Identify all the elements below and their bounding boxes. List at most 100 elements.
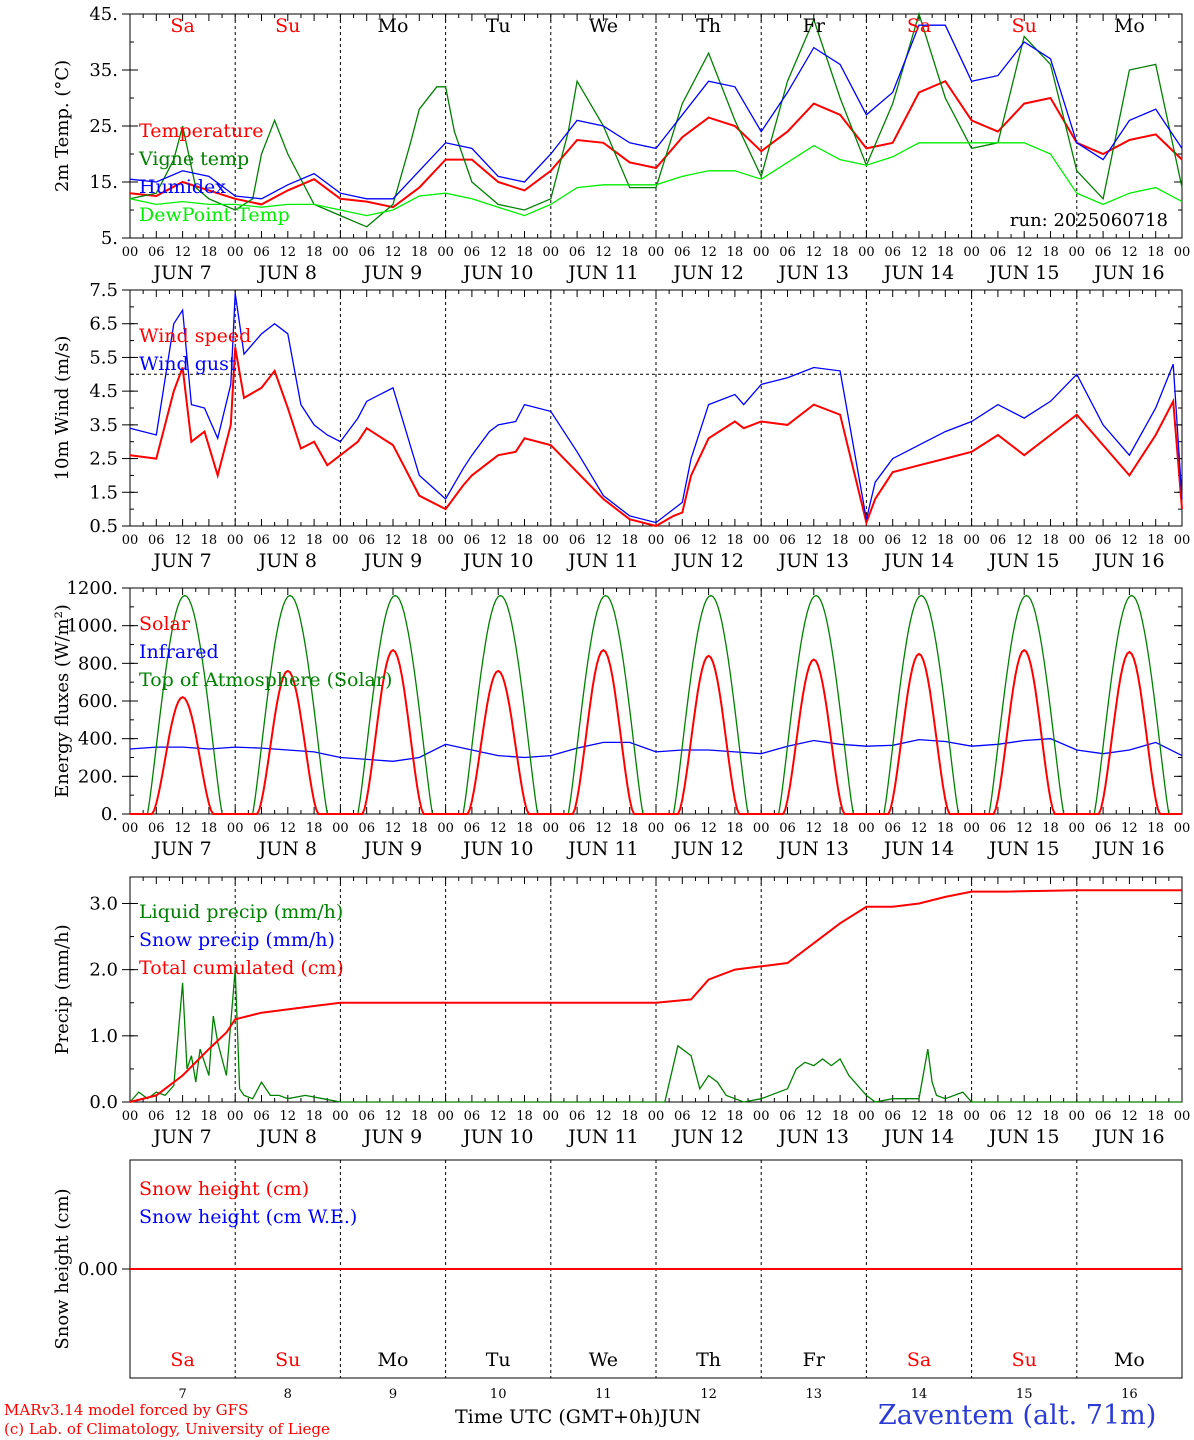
date-label: JUN 15: [987, 550, 1059, 572]
hour-tick-label: 00: [858, 821, 875, 836]
date-label: JUN 11: [566, 1126, 638, 1148]
hour-tick-label: 18: [621, 245, 638, 260]
panel-1-y-tick-label: 45.: [89, 4, 118, 25]
weekday-label-bottom: Mo: [378, 1349, 409, 1371]
panel-1-y-axis-label: 2m Temp. (°C): [52, 60, 73, 192]
hour-tick-label: 12: [280, 1109, 297, 1124]
hour-tick-label: 12: [1016, 245, 1033, 260]
weekday-label-bottom: Su: [1012, 1349, 1037, 1371]
hour-tick-label: 12: [700, 245, 717, 260]
date-label: JUN 10: [461, 550, 533, 572]
hour-tick-label: 12: [490, 533, 507, 548]
panel-1-legend-dewpoint-temp: DewPoint Temp: [139, 204, 290, 226]
hour-tick-label: 06: [990, 821, 1007, 836]
hour-tick-label: 12: [174, 821, 191, 836]
panel-3-series-solar: [130, 648, 1182, 815]
model-credit: MARv3.14 model forced by GFS: [4, 1401, 249, 1419]
hour-tick-label: 18: [1042, 821, 1059, 836]
hour-tick-label: 00: [753, 245, 770, 260]
date-label: JUN 9: [362, 550, 422, 572]
hour-tick-label: 00: [1069, 821, 1086, 836]
hour-tick-label: 00: [1174, 245, 1191, 260]
hour-tick-label: 18: [201, 245, 218, 260]
weekday-label-top: Th: [696, 15, 721, 37]
hour-tick-label: 06: [569, 245, 586, 260]
hour-tick-label: 12: [174, 245, 191, 260]
panel-1-series-humidex: [129, 24, 1183, 200]
panel-2-y-tick-label: 0.5: [89, 516, 118, 537]
hour-tick-label: 06: [779, 1109, 796, 1124]
hour-tick-label: 18: [727, 821, 744, 836]
hour-tick-label: 06: [148, 245, 165, 260]
hour-tick-label: 06: [990, 533, 1007, 548]
panel-4-series-liquid-precip-mm-h-: [129, 969, 1182, 1103]
hour-tick-label: 00: [227, 821, 244, 836]
hour-tick-label: 18: [621, 1109, 638, 1124]
day-number-label: 14: [911, 1387, 928, 1402]
hour-tick-label: 00: [1174, 533, 1191, 548]
panel-3-y-tick-label: 800.: [78, 653, 118, 674]
hour-tick-label: 18: [306, 245, 323, 260]
date-label: JUN 16: [1092, 262, 1164, 284]
date-label: JUN 7: [151, 550, 211, 572]
hour-tick-label: 18: [832, 245, 849, 260]
hour-tick-label: 00: [543, 1109, 560, 1124]
hour-tick-label: 06: [253, 245, 270, 260]
hour-tick-label: 06: [1095, 533, 1112, 548]
hour-tick-label: 12: [1121, 245, 1138, 260]
hour-tick-label: 06: [464, 533, 481, 548]
hour-tick-label: 12: [1121, 821, 1138, 836]
day-number-label: 7: [178, 1387, 186, 1402]
panel-3-y-tick-label: 0.: [101, 804, 118, 825]
hour-tick-label: 18: [832, 821, 849, 836]
hour-tick-label: 18: [937, 533, 954, 548]
panel-3-y-tick-label: 400.: [78, 729, 118, 750]
panel-1-legend-vigne-temp: Vigne temp: [138, 148, 249, 170]
hour-tick-label: 00: [122, 1109, 139, 1124]
x-axis-title-text: Time UTC (GMT+0h): [455, 1406, 661, 1428]
panel-5-y-axis-label: Snow height (cm): [52, 1188, 73, 1349]
hour-tick-label: 00: [543, 245, 560, 260]
hour-tick-label: 18: [832, 1109, 849, 1124]
weekday-label-bottom: Sa: [170, 1349, 194, 1371]
panel-1-series-dewpoint-temp: [129, 142, 1183, 217]
hour-tick-label: 18: [1042, 533, 1059, 548]
panel-3-y-tick-label: 1000.: [66, 616, 118, 637]
date-label: JUN 8: [257, 838, 317, 860]
hour-tick-label: 12: [174, 533, 191, 548]
panel-1-y-tick-label: 5.: [101, 228, 118, 249]
hour-tick-label: 06: [884, 821, 901, 836]
weekday-label-top: Mo: [378, 15, 409, 37]
hour-tick-label: 18: [937, 245, 954, 260]
hour-tick-label: 18: [201, 1109, 218, 1124]
hour-tick-label: 00: [227, 245, 244, 260]
date-label: JUN 11: [566, 262, 638, 284]
weekday-label-bottom: Fr: [803, 1349, 826, 1371]
date-label: JUN 14: [882, 550, 954, 572]
date-label: JUN 16: [1092, 550, 1164, 572]
date-label: JUN 12: [671, 550, 743, 572]
hour-tick-label: 06: [569, 533, 586, 548]
hour-tick-label: 18: [201, 821, 218, 836]
hour-tick-label: 06: [779, 821, 796, 836]
hour-tick-label: 00: [858, 245, 875, 260]
weekday-label-top: Tu: [486, 15, 511, 37]
hour-tick-label: 18: [1042, 245, 1059, 260]
hour-tick-label: 00: [227, 1109, 244, 1124]
hour-tick-label: 12: [1016, 533, 1033, 548]
hour-tick-label: 06: [464, 1109, 481, 1124]
hour-tick-label: 18: [306, 821, 323, 836]
hour-tick-label: 00: [753, 533, 770, 548]
panel-1-legend-humidex: Humidex: [139, 176, 226, 198]
hour-tick-label: 18: [516, 1109, 533, 1124]
weekday-label-top: Mo: [1114, 15, 1145, 37]
date-label: JUN 13: [777, 1126, 849, 1148]
hour-tick-label: 18: [411, 533, 428, 548]
hour-tick-label: 00: [332, 1109, 349, 1124]
hour-tick-label: 00: [648, 245, 665, 260]
hour-tick-label: 12: [595, 821, 612, 836]
weekday-label-top: Su: [1012, 15, 1037, 37]
panel-4-series-total-cumulated-cm-: [129, 889, 1182, 1103]
hour-tick-label: 06: [148, 533, 165, 548]
hour-tick-label: 06: [1095, 821, 1112, 836]
